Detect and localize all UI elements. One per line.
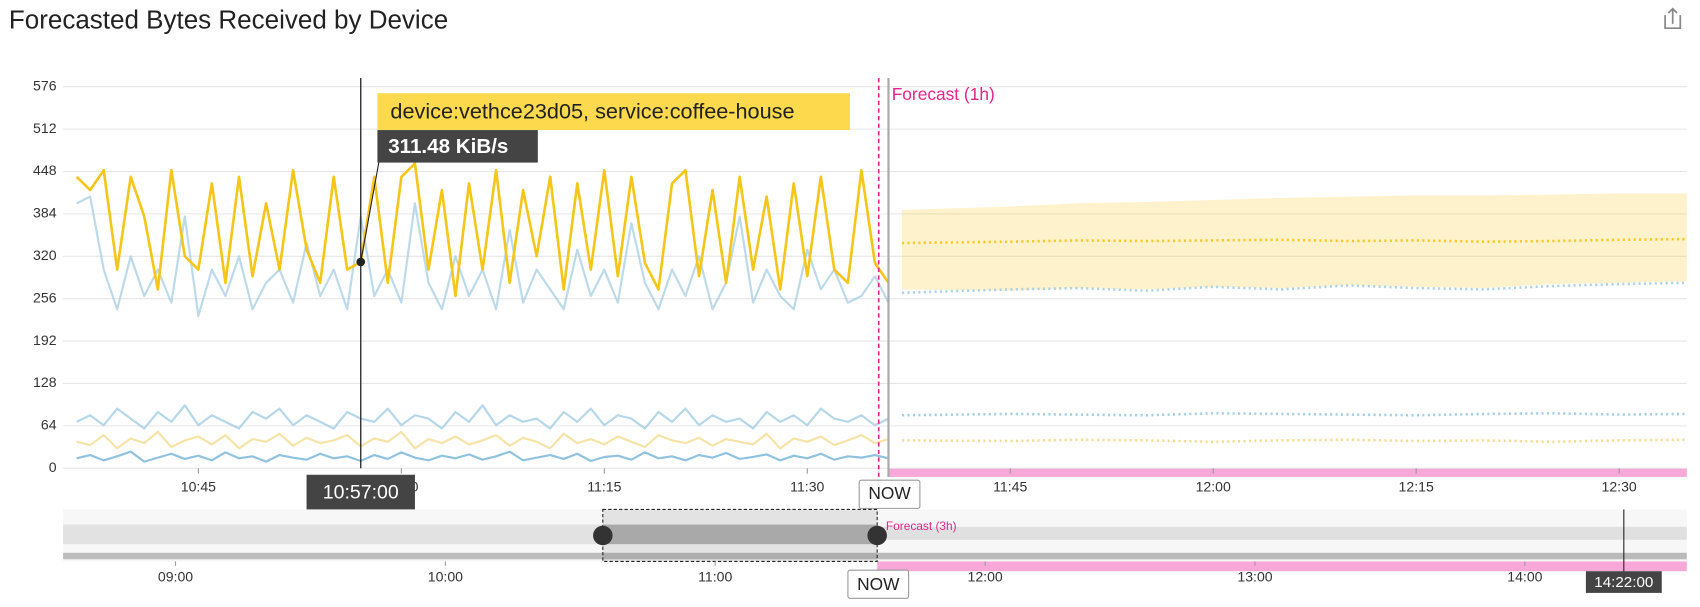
y-tick-label: 320: [33, 247, 57, 263]
tooltip-name: device:vethce23d05, service:coffee-house: [390, 98, 794, 123]
series-line: [901, 281, 1687, 295]
y-tick-label: 192: [33, 332, 57, 348]
series-line: [76, 450, 889, 463]
navigator-cursor-bg: [1585, 571, 1662, 593]
tooltip-value: 311.48 KiB/s: [388, 135, 508, 158]
forecast-bar: [888, 468, 1687, 477]
navigator-handle[interactable]: [867, 525, 887, 546]
navigator-tick-label: 12:00: [968, 568, 1003, 584]
y-tick-label: 448: [33, 162, 57, 178]
y-tick-label: 128: [33, 374, 57, 390]
x-tick-label: 11:45: [993, 478, 1027, 494]
navigator-forecast-strip: [877, 552, 1687, 560]
navigator-tick-label: 10:00: [428, 568, 463, 584]
navigator-tick-label: 11:00: [698, 568, 732, 584]
series-line: [76, 430, 889, 450]
x-tick-label: 11:15: [587, 478, 621, 494]
crosshair-time: 10:57:00: [323, 481, 399, 503]
navigator-tick-label: 13:00: [1237, 568, 1272, 584]
navigator-now-box: [847, 569, 910, 599]
series-line: [76, 404, 889, 430]
navigator-handle[interactable]: [593, 525, 613, 546]
series-line: [902, 237, 1687, 245]
y-tick-label: 576: [33, 77, 57, 93]
x-tick-label: 12:15: [1399, 478, 1434, 494]
y-tick-label: 0: [49, 459, 57, 475]
crosshair-point: [356, 257, 366, 267]
navigator-now-label: NOW: [857, 574, 900, 594]
x-tick-label: 12:00: [1196, 478, 1231, 494]
y-tick-label: 64: [41, 417, 57, 433]
y-tick-label: 384: [33, 205, 57, 221]
navigator-selection-fill: [602, 524, 878, 545]
crosshair-time-bg: [306, 474, 415, 510]
series-line: [902, 438, 1687, 444]
now-box: [858, 479, 921, 509]
y-tick-label: 512: [33, 120, 57, 136]
forecast-label: Forecast (1h): [892, 84, 995, 104]
tooltip-name-bg: [377, 93, 850, 131]
x-tick-label: 10:45: [181, 478, 216, 494]
now-label: NOW: [868, 483, 911, 503]
chart-title: Forecasted Bytes Received by Device: [9, 5, 448, 35]
navigator-forecast-strip: [877, 526, 1687, 540]
x-tick-label: 11:30: [790, 478, 824, 494]
navigator-forecast-bar: [877, 561, 1687, 572]
x-tick-label: 12:30: [1602, 478, 1637, 494]
navigator-strip: [63, 552, 878, 560]
navigator-forecast-label: Forecast (3h): [886, 519, 957, 533]
tooltip-value-bg: [377, 130, 538, 163]
series-line: [75, 162, 890, 298]
forecast-band: [901, 193, 1687, 291]
share-icon[interactable]: [1664, 7, 1682, 30]
y-tick-label: 256: [33, 289, 57, 305]
navigator-tick-label: 14:00: [1507, 568, 1542, 584]
navigator-tick-label: 09:00: [158, 568, 193, 584]
navigator-cursor-label: 14:22:00: [1594, 574, 1653, 591]
series-line: [902, 412, 1687, 417]
tooltip-leader: [360, 158, 381, 263]
